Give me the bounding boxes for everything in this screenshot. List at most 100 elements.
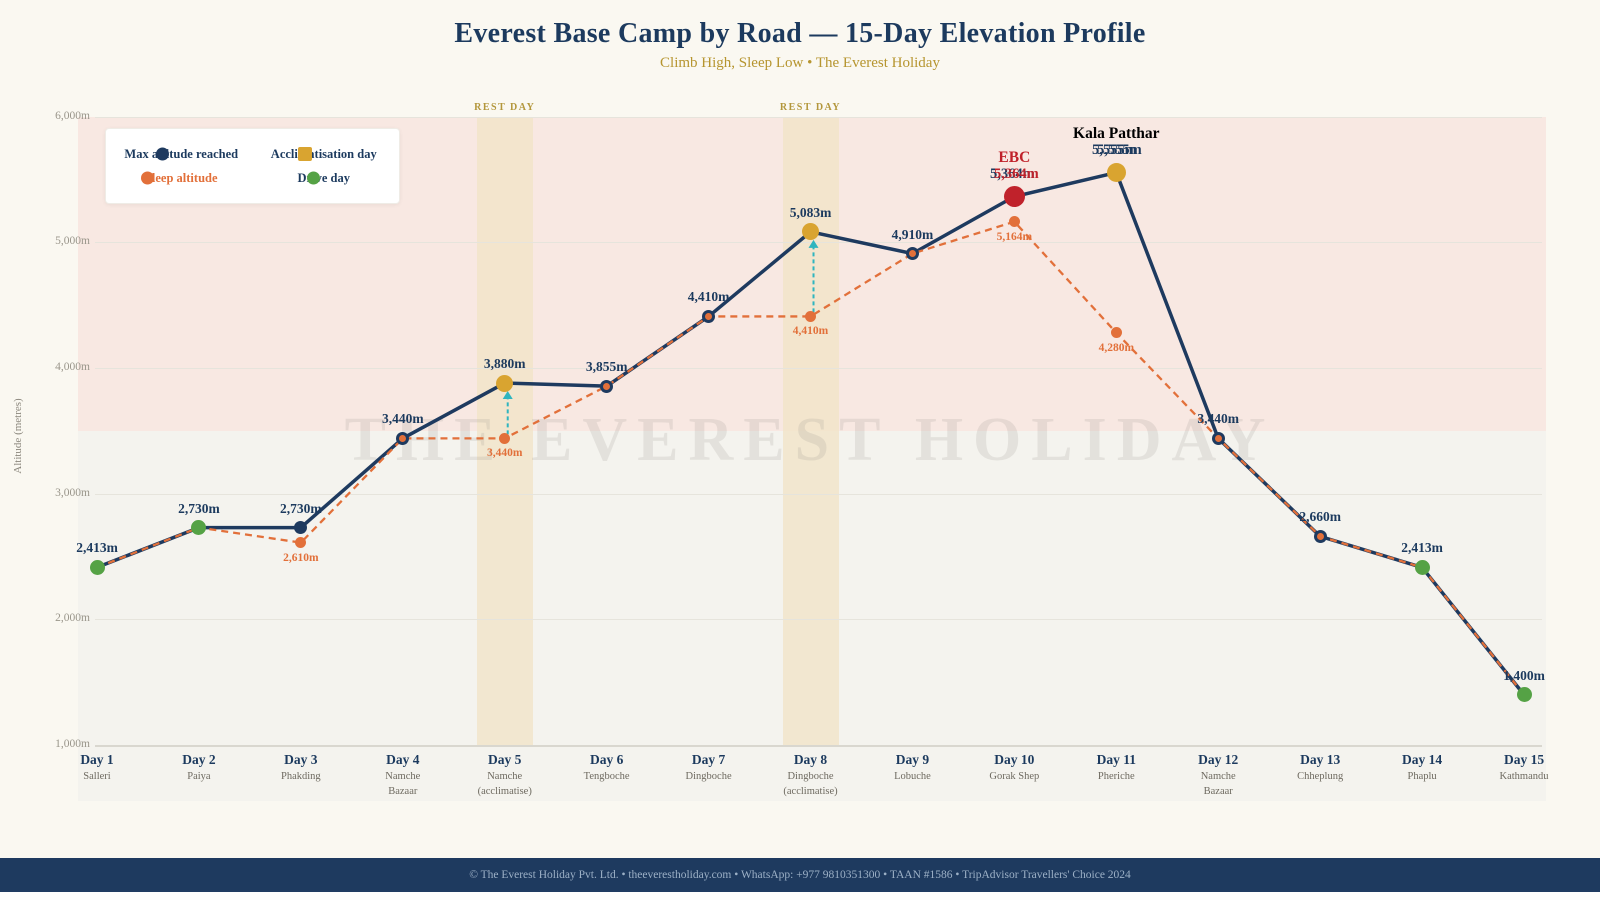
annotation-day-11: Kala Patthar 5,555m 5,555m [1036, 125, 1196, 159]
gridline-3000 [95, 493, 1542, 495]
legend-item-drive-day: Drive day [253, 169, 396, 187]
day-location: Namche [1200, 771, 1236, 782]
legend-sleep-label: Sleep altitude [144, 171, 218, 185]
day-number: Day 6 [589, 752, 624, 767]
annotation-value-shadow: 5,364m [990, 165, 1035, 182]
sleep-dot-day-5 [499, 432, 511, 444]
legend-item-sleep-altitude: Sleep altitude [110, 169, 253, 187]
day-location-2: (acclimatise) [477, 786, 532, 797]
footer-text: © The Everest Holiday Pvt. Ltd. • theeve… [469, 869, 1131, 881]
legend-drive-label: Drive day [297, 171, 350, 185]
day-location: Phakding [281, 771, 321, 782]
sleep-altitude-dot-icon [141, 171, 155, 185]
sleep-overlay-dot-day-12 [1214, 434, 1222, 442]
day-number: Day 15 [1503, 752, 1545, 767]
day-location: Paiya [187, 771, 211, 782]
day-number: Day 7 [691, 752, 726, 767]
gridline-2000 [95, 619, 1542, 621]
sleep-dot-day-10 [1008, 216, 1020, 228]
ytick-6000: 6,000m [55, 109, 90, 122]
gridline-5000 [95, 242, 1542, 244]
x-axis-label-day-2: Day 2 Paiya [139, 752, 259, 783]
footer-lower-strip [0, 892, 1600, 900]
ytick-1000: 1,000m [55, 738, 90, 750]
day-number: Day 12 [1198, 752, 1239, 767]
gridline-6000 [95, 116, 1542, 118]
rest-day-label: REST DAY [474, 102, 536, 113]
max-label-day-2: 2,730m [178, 500, 220, 516]
gridline-4000 [95, 367, 1542, 369]
max-dot-day-14 [1414, 559, 1430, 575]
day-location: Chheplung [1297, 771, 1344, 782]
page-subtitle: Climb High, Sleep Low • The Everest Holi… [660, 55, 940, 71]
annotation-title: Kala Patthar [1073, 124, 1160, 142]
rest-day-label: REST DAY [779, 102, 842, 113]
annotation-title: EBC [998, 148, 1031, 166]
max-dot-day-15 [1516, 687, 1532, 703]
max-label-day-1: 2,413m [76, 540, 118, 556]
x-axis-label-day-13: Day 13 Chheplung [1260, 752, 1380, 783]
day-location: Lobuche [894, 771, 931, 782]
sleep-overlay-dot-day-6 [603, 382, 611, 390]
day-number: Day 4 [386, 752, 420, 767]
day-location-2: (acclimatise) [783, 786, 838, 797]
max-dot-day-8 [802, 223, 819, 241]
ytick-5000: 5,000m [55, 235, 90, 248]
max-label-day-3: 2,730m [280, 500, 322, 516]
legend-acclim-label: Acclimatisation day [270, 147, 377, 161]
max-dot-day-10 [1003, 186, 1025, 208]
max-label-day-8: 5,083m [789, 204, 832, 220]
max-label-day-6: 3,855m [585, 359, 628, 375]
day-number: Day 13 [1300, 752, 1341, 767]
x-axis-label-day-9: Day 9 Lobuche [852, 752, 972, 783]
day-location: Tengboche [583, 771, 630, 782]
footer-bar: © The Everest Holiday Pvt. Ltd. • theeve… [0, 858, 1600, 892]
x-axis-label-day-3: Day 3 Phakding [241, 752, 361, 783]
sleep-dot-day-11 [1110, 327, 1122, 339]
annotation-value: 5,555m [1096, 141, 1142, 158]
x-axis-label-day-5: Day 5 Namche (acclimatise) [445, 752, 565, 798]
max-label-day-5: 3,880m [483, 356, 526, 372]
max-dot-day-1 [89, 559, 105, 575]
max-label-day-7: 4,410m [687, 289, 730, 305]
day-location: Dingboche [787, 771, 834, 782]
x-axis-label-day-6: Day 6 Tengboche [547, 752, 667, 783]
legend-item-acclimatisation: Acclimatisation day [253, 145, 396, 163]
sleep-label-day-8: 4,410m [792, 325, 829, 338]
ytick-2000: 2,000m [55, 612, 90, 625]
annotation-value-shadow: 5,555m [1091, 141, 1137, 158]
max-altitude-dot-icon [155, 147, 169, 161]
x-axis-label-day-11: Day 11 Pheriche [1056, 752, 1176, 783]
day-number: Day 10 [994, 752, 1035, 767]
legend-item-max-altitude: Max altitude reached [110, 145, 253, 163]
acclimatisation-square-icon [298, 147, 313, 161]
max-dot-day-3 [294, 521, 308, 535]
sleep-overlay-dot-day-13 [1316, 532, 1324, 540]
sleep-label-day-5: 3,440m [486, 447, 523, 460]
rest-day-band [476, 117, 533, 745]
sleep-label-day-11: 4,280m [1098, 341, 1135, 354]
day-number: Day 8 [793, 752, 828, 767]
day-location: Dingboche [685, 771, 732, 782]
annotation-value: 5,364m [994, 165, 1039, 182]
day-location: Gorak Shep [989, 771, 1040, 782]
day-number: Day 3 [284, 752, 318, 767]
x-axis-label-day-12: Day 12 Namche Bazaar [1158, 752, 1278, 798]
rest-day-band [782, 117, 839, 745]
max-label-day-13: 2,660m [1299, 509, 1341, 525]
day-location: Salleri [83, 771, 111, 782]
day-location: Namche [487, 771, 523, 782]
day-number: Day 11 [1096, 752, 1136, 767]
max-dot-day-2 [191, 520, 207, 536]
max-dot-day-11 [1106, 163, 1126, 183]
page-title: Everest Base Camp by Road — 15-Day Eleva… [454, 18, 1146, 49]
x-axis-label-day-4: Day 4 Namche Bazaar [343, 752, 463, 798]
max-label-day-12: 3,440m [1197, 411, 1240, 427]
ytick-3000: 3,000m [55, 486, 90, 499]
day-location: Kathmandu [1499, 771, 1549, 782]
gridline-1000 [95, 745, 1542, 747]
sleep-label-day-10: 5,164m [996, 230, 1033, 243]
x-axis-label-day-10: Day 10 Gorak Shep [954, 752, 1074, 783]
x-axis-label-day-7: Day 7 Dingboche [649, 752, 769, 783]
